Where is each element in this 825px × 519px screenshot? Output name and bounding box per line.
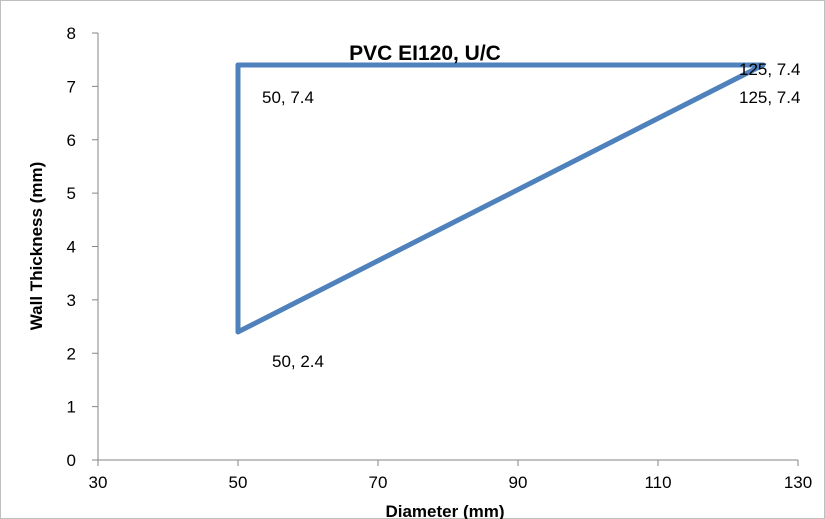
y-tick-label: 0 [67, 451, 76, 470]
series-line-segment [235, 62, 766, 335]
y-tick-label: 5 [67, 184, 76, 203]
y-tick-label: 2 [67, 344, 76, 363]
x-tick-label: 50 [229, 473, 248, 492]
y-tick-label: 3 [67, 291, 76, 310]
y-tick-label: 7 [67, 77, 76, 96]
x-axis-title: Diameter (mm) [385, 502, 504, 519]
data-label: 50, 2.4 [272, 352, 324, 371]
y-axis-title: Wall Thickness (mm) [27, 162, 46, 330]
data-label: 50, 7.4 [262, 88, 314, 107]
chart-title: PVC EI120, U/C [349, 42, 501, 65]
x-tick-label: 90 [509, 473, 528, 492]
y-tick-label: 6 [67, 131, 76, 150]
data-label: 125, 7.4 [739, 88, 800, 107]
series-group [235, 62, 766, 335]
y-tick-label: 4 [67, 238, 76, 257]
y-tick-label: 1 [67, 398, 76, 417]
data-label: 125, 7.4 [739, 60, 800, 79]
x-tick-label: 110 [644, 473, 671, 492]
x-tick-label: 130 [784, 473, 812, 492]
x-axis-ticks: 30 50 70 90 110 130 [89, 460, 812, 492]
x-tick-label: 30 [89, 473, 108, 492]
data-labels: 50, 7.4 125, 7.4 125, 7.4 50, 2.4 [262, 60, 800, 371]
y-tick-label: 8 [67, 24, 76, 43]
y-axis-ticks: 0 1 2 3 4 5 6 7 8 [67, 24, 98, 470]
x-tick-label: 70 [369, 473, 388, 492]
